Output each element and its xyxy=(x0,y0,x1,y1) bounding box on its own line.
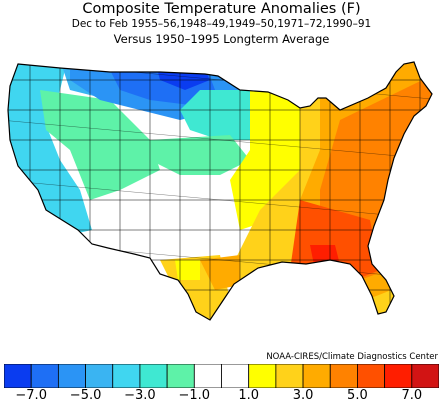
legend-swatch xyxy=(248,364,277,388)
legend-swatch xyxy=(139,364,168,388)
legend-swatch xyxy=(221,364,250,388)
map-subtitle-2: Versus 1950–1995 Longterm Average xyxy=(113,32,330,46)
map-subtitle: Dec to Feb 1955–56,1948–49,1949–50,1971–… xyxy=(71,18,372,30)
color-legend-bar xyxy=(4,364,439,388)
legend-swatch xyxy=(30,364,59,388)
legend-swatch xyxy=(166,364,195,388)
legend-swatch xyxy=(112,364,141,388)
color-legend-labels: −7.0 −5.0 −3.0 −1.0 1.0 3.0 5.0 7.0 xyxy=(0,388,443,404)
legend-swatch xyxy=(57,364,86,388)
map-title: Composite Temperature Anomalies (F) xyxy=(82,1,361,17)
us-anomaly-map xyxy=(7,61,433,321)
legend-swatch xyxy=(302,364,331,388)
legend-swatch xyxy=(411,364,439,388)
legend-tick-label: −3.0 xyxy=(124,388,156,403)
legend-swatch xyxy=(193,364,222,388)
legend-swatch xyxy=(4,364,32,388)
legend-tick-label: −5.0 xyxy=(69,388,102,403)
credit-text: NOAA-CIRES/Climate Diagnostics Center xyxy=(266,352,438,362)
legend-tick-label: 3.0 xyxy=(292,388,314,403)
legend-swatch xyxy=(85,364,114,388)
legend-tick-label: −1.0 xyxy=(178,388,211,403)
legend-tick-label: 7.0 xyxy=(401,388,423,403)
legend-swatch xyxy=(275,364,304,388)
legend-swatch xyxy=(384,364,413,388)
legend-swatch xyxy=(357,364,386,388)
legend-tick-label: 1.0 xyxy=(238,388,260,403)
legend-tick-label: 5.0 xyxy=(347,388,368,403)
legend-tick-label: −7.0 xyxy=(15,388,47,403)
legend-swatch xyxy=(329,364,358,388)
